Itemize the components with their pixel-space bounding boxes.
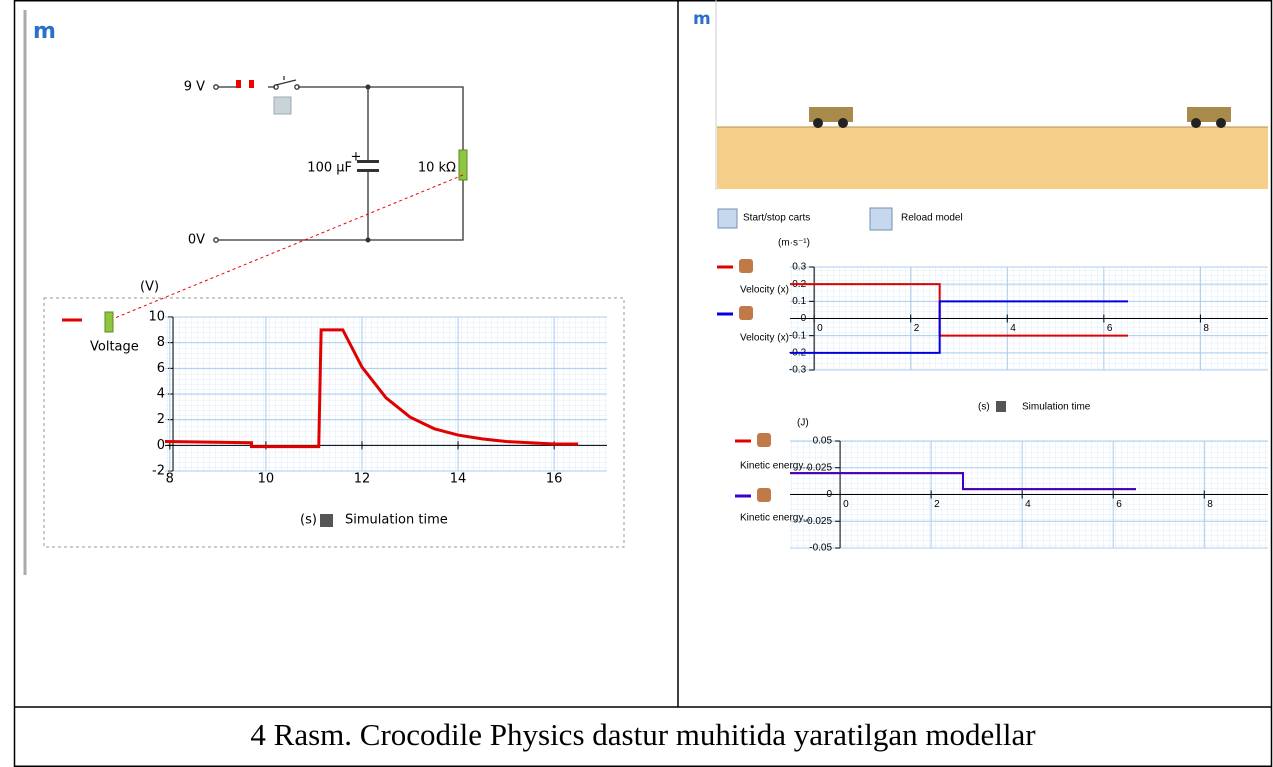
- cart-scene: [717, 107, 1268, 189]
- x-tick-label: 8: [1203, 323, 1209, 334]
- circuit: 9 V 100 µF + 10 kΩ 0V: [109, 76, 468, 321]
- x-tick-label: 14: [450, 472, 467, 487]
- y-tick-label: 0.025: [807, 462, 832, 473]
- logo: m: [693, 9, 711, 29]
- legend-icon: [739, 306, 753, 320]
- y-unit: (J): [797, 418, 809, 429]
- switch-button[interactable]: [273, 96, 292, 115]
- legend-icon: [757, 433, 771, 447]
- y-tick-label: 2: [157, 412, 165, 427]
- y-tick-label: -0.1: [789, 330, 807, 341]
- selection-box: [43, 297, 625, 548]
- capacitor-label: 100 µF: [307, 161, 352, 176]
- dropdown: [996, 401, 1006, 412]
- legend-label: Voltage: [90, 340, 139, 355]
- x-tick-label: 6: [1107, 323, 1113, 334]
- control-label: Reload model: [901, 213, 963, 224]
- legend-label: Kinetic energy...: [740, 513, 811, 524]
- resistor-label: 10 kΩ: [418, 161, 456, 176]
- y-tick-label: -0.3: [789, 365, 807, 376]
- x-tick-label: 10: [258, 472, 275, 487]
- legend-icon: [739, 259, 753, 273]
- legend-label: Velocity (x): [740, 333, 789, 344]
- probe-icon: [104, 311, 114, 333]
- x-unit: (s): [978, 402, 990, 413]
- x-tick-label: 0: [843, 499, 849, 510]
- series-line: [790, 300, 1128, 354]
- caption: 4 Rasm. Crocodile Physics dastur muhitid…: [250, 717, 1036, 752]
- x-tick-label: 8: [1207, 499, 1213, 510]
- y-tick-label: 4: [157, 387, 165, 402]
- y-tick-label: 6: [157, 361, 165, 376]
- x-tick-label: 4: [1025, 499, 1031, 510]
- supply-label: 9 V: [184, 80, 205, 95]
- start-stop-button[interactable]: [717, 208, 738, 229]
- x-unit: (s): [300, 513, 317, 528]
- y-tick-label: 0.1: [792, 296, 806, 307]
- y-tick-label: 0.3: [792, 262, 806, 273]
- x-tick-label: 4: [1010, 323, 1016, 334]
- reload-button[interactable]: [869, 207, 893, 231]
- series-line: [790, 472, 1136, 491]
- plus-label: +: [351, 150, 362, 165]
- x-tick-label: 2: [914, 323, 920, 334]
- table-frame: [13, 0, 1273, 767]
- x-label: Simulation time: [1022, 402, 1091, 413]
- legend-label: Velocity (x): [740, 285, 789, 296]
- x-label: Simulation time: [345, 513, 448, 528]
- dropdown: [320, 514, 333, 527]
- y-tick-label: -0.05: [809, 543, 832, 554]
- control-label: Start/stop carts: [743, 213, 810, 224]
- y-tick-label: 10: [148, 310, 165, 325]
- y-tick-label: 0: [157, 438, 165, 453]
- x-tick-label: 16: [546, 472, 563, 487]
- x-tick-label: 2: [934, 499, 940, 510]
- series-line: [164, 328, 579, 449]
- x-tick-label: 0: [817, 323, 823, 334]
- legend-icon: [757, 488, 771, 502]
- y-tick-label: 8: [157, 335, 165, 350]
- legend-label: Kinetic energy...: [740, 461, 811, 472]
- x-tick-label: 12: [354, 472, 371, 487]
- y-unit: (V): [140, 280, 159, 295]
- y-tick-label: 0.05: [813, 436, 833, 447]
- y-tick-label: -2: [152, 464, 165, 479]
- y-tick-label: -0.025: [804, 516, 833, 527]
- x-tick-label: 6: [1116, 499, 1122, 510]
- logo: m: [33, 19, 56, 44]
- x-tick-label: 8: [166, 472, 174, 487]
- y-unit: (m·s⁻¹): [778, 238, 810, 249]
- ground-label: 0V: [188, 233, 205, 248]
